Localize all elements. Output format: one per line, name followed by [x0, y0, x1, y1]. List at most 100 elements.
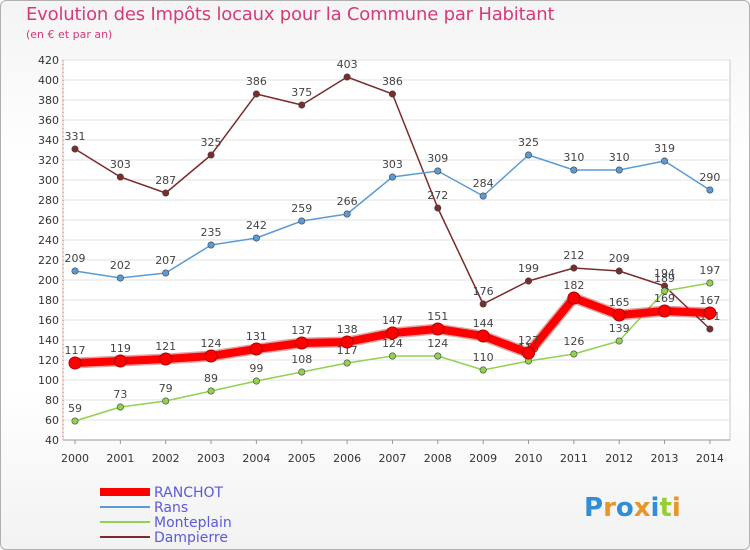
- data-label: 319: [654, 142, 675, 155]
- y-tick-label: 80: [45, 394, 59, 407]
- data-label: 79: [159, 382, 173, 395]
- data-label: 176: [473, 285, 494, 298]
- y-tick-label: 320: [38, 154, 59, 167]
- x-tick-label: 2012: [605, 452, 633, 465]
- data-label: 242: [246, 219, 267, 232]
- y-tick-label: 40: [45, 434, 59, 447]
- data-point: [71, 267, 79, 275]
- data-point: [661, 287, 669, 295]
- series-ranchot: 117 119 121 124 131 137 138 147 151 144 127 182 165 1…: [65, 279, 720, 370]
- x-tick-label: 2008: [424, 452, 452, 465]
- data-label: 207: [155, 254, 176, 267]
- data-label: 235: [201, 226, 222, 239]
- data-point: [204, 349, 218, 363]
- legend-label: Rans: [154, 500, 188, 516]
- data-label: 375: [291, 86, 312, 99]
- data-point: [252, 234, 260, 242]
- data-label: 73: [113, 388, 127, 401]
- data-label: 139: [609, 322, 630, 335]
- y-tick-label: 160: [38, 314, 59, 327]
- x-tick-label: 2004: [242, 452, 270, 465]
- proxiti-logo: Proxiti: [584, 493, 681, 523]
- data-point: [567, 291, 581, 305]
- data-label: 209: [609, 252, 630, 265]
- data-label: 126: [563, 335, 584, 348]
- data-label: 59: [68, 402, 82, 415]
- x-tick-label: 2003: [197, 452, 225, 465]
- data-label: 189: [654, 272, 675, 285]
- y-tick-label: 100: [38, 374, 59, 387]
- data-point: [298, 101, 306, 109]
- data-point: [207, 387, 215, 395]
- data-point: [249, 342, 263, 356]
- legend-label: Monteplain: [154, 515, 232, 531]
- logo-letter: i: [672, 493, 681, 523]
- data-point: [615, 267, 623, 275]
- data-label: 110: [473, 351, 494, 364]
- data-label: 165: [609, 296, 630, 309]
- x-tick-label: 2005: [288, 452, 316, 465]
- series-monteplain: 59 73 79 89 99 108 117 124 124 110 119 126 139 189 197: [68, 264, 720, 425]
- data-point: [162, 269, 170, 277]
- y-tick-label: 360: [38, 114, 59, 127]
- chart-title: Evolution des Impôts locaux pour la Comm…: [26, 4, 555, 25]
- data-point: [298, 368, 306, 376]
- data-label: 124: [201, 337, 222, 350]
- data-point: [71, 145, 79, 153]
- data-label: 309: [427, 152, 448, 165]
- data-label: 325: [518, 136, 539, 149]
- y-tick-label: 340: [38, 134, 59, 147]
- series-rans: 209 202 207 235 242 259 266 303 309 284 325 310 310 3…: [65, 136, 720, 282]
- data-label: 194: [654, 267, 675, 280]
- data-point: [658, 304, 672, 318]
- data-point: [207, 241, 215, 249]
- y-tick-label: 240: [38, 234, 59, 247]
- data-point: [524, 151, 532, 159]
- data-point: [68, 356, 82, 370]
- data-point: [479, 366, 487, 374]
- x-tick-label: 2013: [651, 452, 679, 465]
- data-point: [343, 210, 351, 218]
- data-point: [434, 167, 442, 175]
- data-point: [615, 337, 623, 345]
- data-point: [207, 151, 215, 159]
- logo-letter: o: [616, 493, 634, 523]
- data-point: [340, 335, 354, 349]
- y-tick-label: 180: [38, 294, 59, 307]
- data-label: 121: [155, 340, 176, 353]
- data-label: 403: [337, 58, 358, 71]
- data-label: 386: [246, 75, 267, 88]
- data-label: 124: [427, 337, 448, 350]
- data-point: [388, 173, 396, 181]
- data-label: 287: [155, 174, 176, 187]
- data-point: [252, 377, 260, 385]
- x-tick-label: 2014: [696, 452, 724, 465]
- data-label: 272: [427, 189, 448, 202]
- data-point: [298, 217, 306, 225]
- data-point: [612, 308, 626, 322]
- data-label: 89: [204, 372, 218, 385]
- logo-letter: t: [659, 493, 671, 523]
- data-label: 202: [110, 259, 131, 272]
- data-point: [116, 173, 124, 181]
- data-point: [388, 352, 396, 360]
- data-label: 182: [563, 279, 584, 292]
- data-point: [479, 192, 487, 200]
- data-point: [252, 90, 260, 98]
- data-label: 199: [518, 262, 539, 275]
- y-tick-label: 220: [38, 254, 59, 267]
- data-point: [570, 264, 578, 272]
- data-label: 209: [65, 252, 86, 265]
- data-label: 137: [291, 324, 312, 337]
- logo-letter: r: [603, 493, 616, 523]
- data-point: [706, 325, 714, 333]
- x-tick-label: 2006: [333, 452, 361, 465]
- data-label: 169: [654, 292, 675, 305]
- data-label: 124: [382, 337, 403, 350]
- series-dampierre: 331 303 287 325 386 375 403 386 272 176 199 212 209 1…: [65, 58, 720, 333]
- data-point: [703, 306, 717, 320]
- data-point: [479, 300, 487, 308]
- data-point: [113, 354, 127, 368]
- data-label: 99: [249, 362, 263, 375]
